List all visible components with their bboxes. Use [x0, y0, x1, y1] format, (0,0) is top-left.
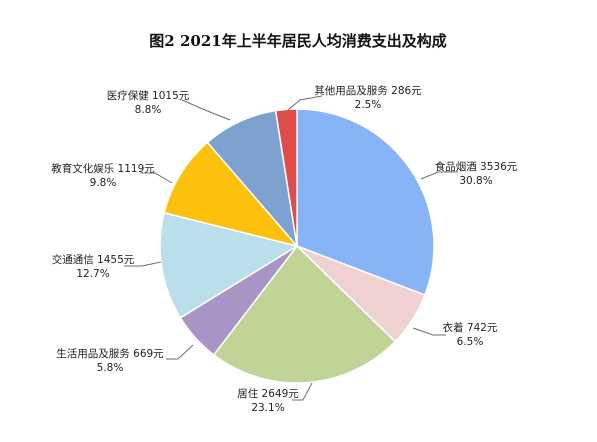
slice-percent-3: 23.1%: [251, 402, 284, 414]
pie-slice-5: [159, 211, 299, 319]
leader-line-1: [420, 171, 458, 180]
leader-line-8: [287, 95, 323, 111]
slice-percent-5: 12.7%: [76, 268, 109, 280]
slice-label-2: 衣着 742元: [443, 321, 498, 334]
pie-slice-8: [274, 108, 298, 247]
slice-percent-8: 2.5%: [355, 99, 382, 111]
slice-label-8: 其他用品及服务 286元: [314, 84, 422, 97]
pie-slice-6: [163, 141, 300, 248]
pie-slices: [159, 108, 435, 384]
leader-line-3: [292, 382, 313, 401]
slice-percent-1: 30.8%: [459, 175, 492, 187]
slice-percent-7: 8.8%: [135, 104, 162, 116]
leader-lines: [124, 95, 458, 401]
slice-label-5: 交通通信 1455元: [52, 253, 135, 266]
leader-line-7: [181, 99, 231, 121]
leader-line-4: [166, 344, 194, 360]
slice-percent-6: 9.8%: [90, 177, 117, 189]
slice-percent-2: 6.5%: [457, 336, 484, 348]
slice-label-1: 食品烟酒 3536元: [435, 160, 518, 173]
chart-title: 图2 2021年上半年居民人均消费支出及构成: [149, 32, 446, 50]
slice-label-3: 居住 2649元: [237, 387, 299, 400]
leader-line-6: [140, 172, 173, 184]
pie-slice-3: [212, 244, 397, 384]
leader-line-2: [412, 327, 446, 336]
slice-labels: 食品烟酒 3536元 30.8% 衣着 742元 6.5% 居住 2649元 23.1% 生…: [51, 84, 518, 414]
pie-slice-1: [296, 108, 435, 296]
slice-percent-4: 5.8%: [97, 362, 124, 374]
slice-label-7: 医疗保健 1015元: [107, 89, 190, 102]
leader-line-5: [124, 261, 162, 267]
slice-label-6: 教育文化娱乐 1119元: [51, 162, 155, 175]
slice-label-4: 生活用品及服务 669元: [56, 347, 164, 360]
